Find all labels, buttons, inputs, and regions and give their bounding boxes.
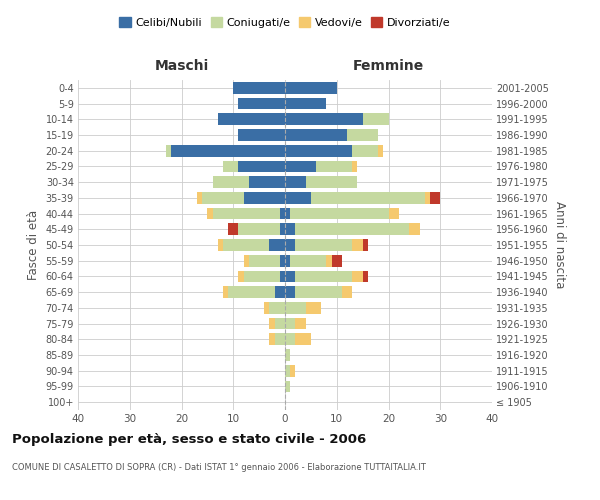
Bar bbox=[295, 286, 342, 298]
Bar bbox=[238, 160, 285, 172]
Bar bbox=[306, 302, 321, 314]
Bar bbox=[311, 192, 425, 204]
Bar bbox=[202, 192, 244, 204]
Bar bbox=[347, 129, 378, 141]
Bar bbox=[285, 160, 316, 172]
Bar bbox=[171, 145, 285, 156]
Bar bbox=[233, 82, 285, 94]
Bar bbox=[280, 224, 285, 235]
Bar bbox=[285, 380, 290, 392]
Bar bbox=[285, 145, 352, 156]
Bar bbox=[238, 129, 285, 141]
Bar bbox=[290, 208, 389, 220]
Bar bbox=[280, 255, 285, 266]
Bar bbox=[295, 224, 409, 235]
Bar bbox=[280, 270, 285, 282]
Bar bbox=[425, 192, 430, 204]
Bar bbox=[269, 302, 285, 314]
Bar bbox=[295, 318, 306, 330]
Bar bbox=[362, 270, 368, 282]
Bar bbox=[212, 176, 249, 188]
Bar bbox=[269, 239, 285, 251]
Bar bbox=[285, 98, 326, 110]
Bar bbox=[244, 255, 249, 266]
Bar bbox=[342, 286, 352, 298]
Bar bbox=[244, 270, 280, 282]
Bar bbox=[285, 255, 290, 266]
Y-axis label: Fasce di età: Fasce di età bbox=[27, 210, 40, 280]
Bar bbox=[238, 224, 280, 235]
Bar bbox=[326, 255, 332, 266]
Bar bbox=[352, 145, 378, 156]
Bar bbox=[280, 208, 285, 220]
Bar bbox=[389, 208, 399, 220]
Legend: Celibi/Nubili, Coniugati/e, Vedovi/e, Divorziati/e: Celibi/Nubili, Coniugati/e, Vedovi/e, Di… bbox=[115, 13, 455, 32]
Bar bbox=[275, 334, 285, 345]
Bar bbox=[212, 208, 280, 220]
Bar bbox=[285, 82, 337, 94]
Bar bbox=[285, 334, 295, 345]
Bar bbox=[285, 270, 295, 282]
Bar bbox=[362, 114, 389, 125]
Bar bbox=[238, 270, 244, 282]
Bar bbox=[378, 145, 383, 156]
Bar bbox=[285, 176, 306, 188]
Bar bbox=[332, 255, 342, 266]
Bar bbox=[285, 286, 295, 298]
Bar bbox=[352, 270, 362, 282]
Bar bbox=[409, 224, 419, 235]
Bar bbox=[218, 239, 223, 251]
Bar bbox=[166, 145, 171, 156]
Bar bbox=[362, 239, 368, 251]
Bar bbox=[208, 208, 212, 220]
Bar bbox=[249, 255, 280, 266]
Bar bbox=[285, 318, 295, 330]
Bar bbox=[352, 239, 362, 251]
Bar bbox=[228, 224, 238, 235]
Bar bbox=[285, 208, 290, 220]
Bar bbox=[197, 192, 202, 204]
Text: Maschi: Maschi bbox=[154, 58, 209, 72]
Bar bbox=[269, 318, 275, 330]
Y-axis label: Anni di nascita: Anni di nascita bbox=[553, 202, 566, 288]
Text: Femmine: Femmine bbox=[353, 58, 424, 72]
Bar bbox=[285, 114, 362, 125]
Bar bbox=[290, 255, 326, 266]
Bar bbox=[285, 224, 295, 235]
Bar bbox=[275, 286, 285, 298]
Bar bbox=[295, 239, 352, 251]
Bar bbox=[285, 302, 306, 314]
Bar bbox=[223, 239, 269, 251]
Bar bbox=[430, 192, 440, 204]
Bar bbox=[223, 286, 228, 298]
Text: COMUNE DI CASALETTO DI SOPRA (CR) - Dati ISTAT 1° gennaio 2006 - Elaborazione TU: COMUNE DI CASALETTO DI SOPRA (CR) - Dati… bbox=[12, 462, 426, 471]
Bar bbox=[295, 270, 352, 282]
Bar bbox=[218, 114, 285, 125]
Bar bbox=[306, 176, 358, 188]
Bar bbox=[265, 302, 269, 314]
Bar bbox=[275, 318, 285, 330]
Bar bbox=[295, 334, 311, 345]
Bar bbox=[285, 129, 347, 141]
Bar bbox=[285, 192, 311, 204]
Bar bbox=[285, 349, 290, 361]
Bar bbox=[249, 176, 285, 188]
Bar bbox=[352, 160, 358, 172]
Bar bbox=[269, 334, 275, 345]
Bar bbox=[316, 160, 352, 172]
Bar bbox=[290, 365, 295, 376]
Bar bbox=[223, 160, 238, 172]
Bar bbox=[285, 365, 290, 376]
Bar bbox=[244, 192, 285, 204]
Bar bbox=[285, 239, 295, 251]
Bar bbox=[238, 98, 285, 110]
Text: Popolazione per età, sesso e stato civile - 2006: Popolazione per età, sesso e stato civil… bbox=[12, 432, 366, 446]
Bar bbox=[228, 286, 275, 298]
